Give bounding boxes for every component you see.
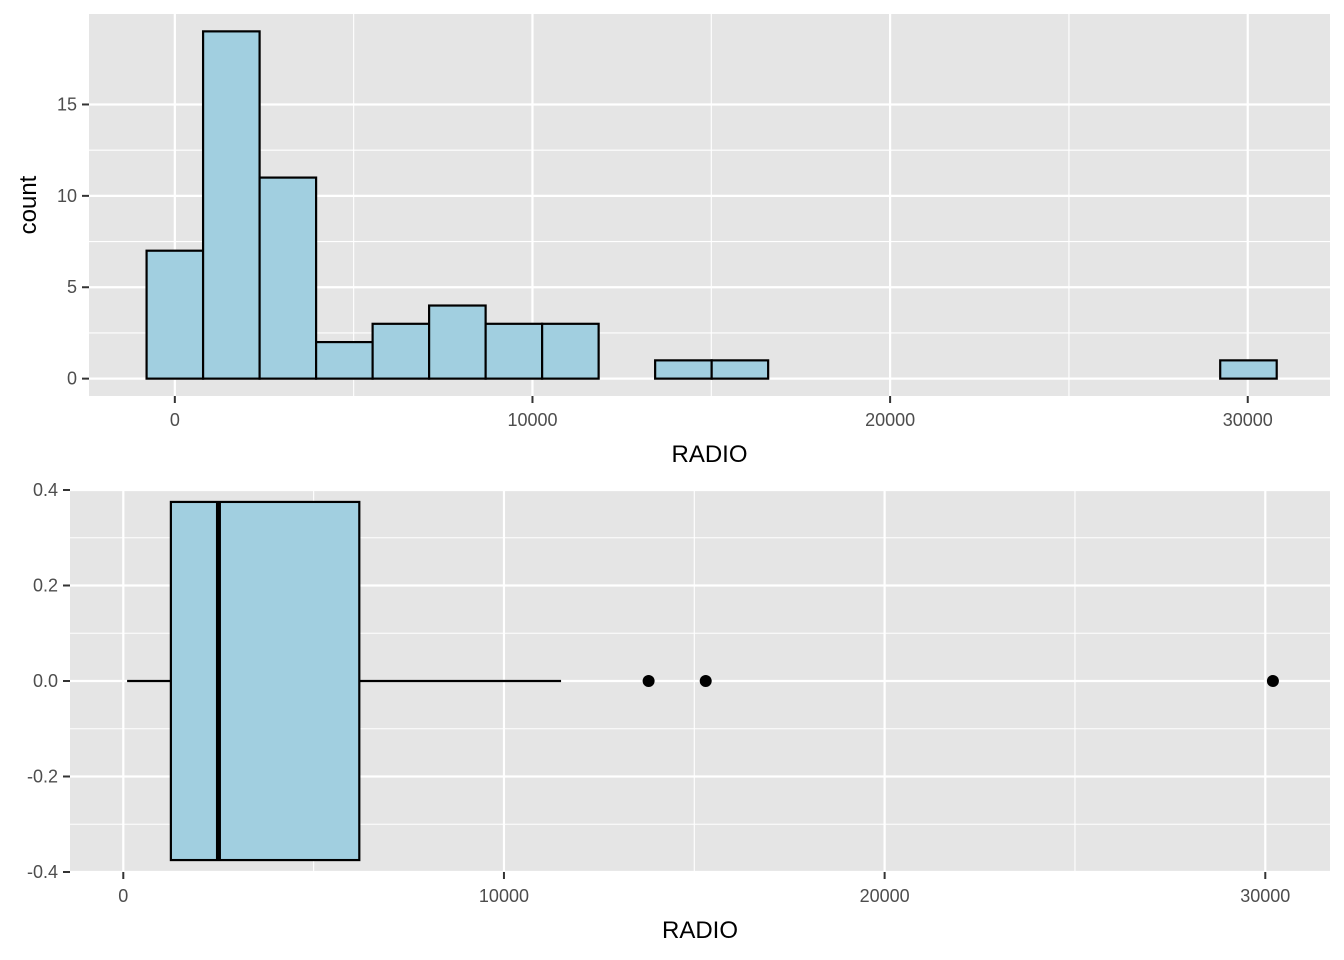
histogram-bar	[314, 340, 374, 380]
histogram-bar	[710, 359, 770, 380]
x-tick-label: 0	[170, 410, 180, 430]
y-tick-label: 5	[67, 277, 77, 297]
outlier-point	[642, 675, 655, 687]
y-tick-label: 0.0	[33, 671, 58, 691]
x-tick-label: 0	[118, 886, 128, 906]
histogram-bar	[258, 176, 318, 380]
y-axis-title: count	[15, 175, 42, 234]
histogram-bar	[428, 304, 487, 380]
y-tick-label: -0.4	[27, 862, 58, 882]
y-tick-label: 10	[57, 186, 77, 206]
x-tick-label: 20000	[865, 410, 915, 430]
x-tick-label: 10000	[479, 886, 529, 906]
x-tick-label: 30000	[1240, 886, 1290, 906]
x-axis-title: RADIO	[671, 441, 747, 468]
histogram-bar	[201, 30, 261, 380]
x-tick-label: 10000	[507, 410, 557, 430]
histogram-bar	[1219, 359, 1278, 380]
y-tick-label: 15	[57, 94, 77, 114]
y-tick-label: 0	[67, 369, 77, 389]
iqr-box	[169, 500, 361, 862]
histogram-bar	[145, 249, 205, 380]
x-axis-title: RADIO	[662, 917, 738, 944]
histogram-bar	[541, 322, 600, 380]
boxplot-panel: 0 10000 20000 30000 -0.4 -0.2 0.0 0.2 0.4 RADIO	[27, 480, 1330, 944]
x-tick-label: 20000	[860, 886, 910, 906]
outlier-point	[1266, 675, 1279, 687]
histogram-panel: 0 10000 20000 30000 0 5 10 15 RADIO count	[15, 14, 1330, 468]
outlier-point	[699, 675, 712, 687]
y-tick-label: 0.4	[33, 480, 58, 500]
x-tick-label: 30000	[1223, 410, 1273, 430]
y-tick-label: -0.2	[27, 767, 58, 787]
y-tick-label: 0.2	[33, 576, 58, 596]
histogram-bar	[484, 322, 544, 380]
histogram-bar	[654, 359, 713, 380]
histogram-bar	[371, 322, 431, 380]
